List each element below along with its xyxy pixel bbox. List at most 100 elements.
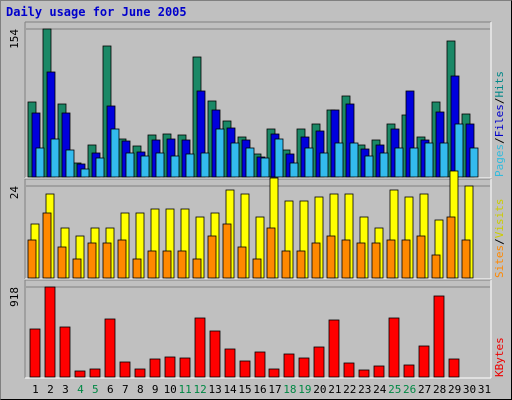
bar-pages-day-28 — [439, 142, 449, 178]
bar-pages-day-16 — [260, 157, 270, 178]
legend-item: Visits — [493, 199, 506, 239]
x-tick-label: 14 — [223, 383, 237, 396]
bar-sites-day-15 — [237, 246, 247, 279]
x-tick-label: 22 — [343, 383, 356, 396]
bar-kbytes-day-27 — [418, 345, 430, 378]
panel-kbytes: 918 KBytes — [8, 279, 506, 379]
x-tick-label: 9 — [152, 383, 159, 396]
x-tick-label: 15 — [238, 383, 251, 396]
x-tick-label: 19 — [298, 383, 311, 396]
bar-pages-day-4 — [80, 168, 90, 178]
x-tick-label: 31 — [478, 383, 491, 396]
x-tick-label: 17 — [268, 383, 281, 396]
bar-sites-day-30 — [461, 239, 471, 279]
bar-pages-day-30 — [469, 147, 479, 178]
bar-pages-day-25 — [394, 147, 404, 178]
bar-kbytes-day-16 — [254, 351, 266, 378]
panel-legend: Pages/Files/Hits — [493, 71, 506, 177]
bar-sites-day-8 — [132, 258, 142, 279]
bar-pages-day-27 — [424, 142, 434, 178]
bar-sites-day-3 — [57, 246, 67, 279]
bar-kbytes-day-26 — [403, 364, 415, 378]
bar-kbytes-day-15 — [239, 360, 251, 378]
bar-pages-day-10 — [170, 155, 180, 178]
bar-pages-day-2 — [50, 138, 60, 178]
bar-pages-day-29 — [454, 123, 464, 178]
bar-pages-day-21 — [334, 142, 344, 178]
bar-kbytes-day-9 — [149, 358, 161, 378]
bar-sites-day-21 — [326, 235, 336, 279]
bar-pages-day-17 — [274, 138, 284, 178]
bar-kbytes-day-4 — [74, 370, 86, 378]
bar-kbytes-day-12 — [194, 317, 206, 378]
bar-kbytes-day-3 — [59, 326, 71, 378]
x-tick-label: 21 — [328, 383, 341, 396]
bar-kbytes-day-14 — [224, 348, 236, 378]
bar-pages-day-19 — [304, 147, 314, 178]
bar-pages-day-24 — [379, 152, 389, 178]
panel-legend: KBytes — [493, 337, 506, 377]
bar-sites-day-13 — [207, 235, 217, 279]
bar-pages-day-22 — [349, 142, 359, 178]
legend-item: / — [493, 98, 506, 105]
x-tick-label: 4 — [77, 383, 84, 396]
bar-kbytes-day-1 — [29, 328, 41, 378]
bar-pages-day-8 — [140, 155, 150, 178]
x-tick-label: 23 — [358, 383, 371, 396]
bar-pages-day-6 — [110, 128, 120, 178]
bar-pages-day-9 — [155, 152, 165, 178]
legend-item: / — [493, 137, 506, 144]
legend-item: Sites — [493, 245, 506, 278]
bar-sites-day-19 — [296, 250, 306, 279]
bar-sites-day-14 — [222, 223, 232, 279]
bar-kbytes-day-2 — [44, 286, 56, 378]
bar-pages-day-3 — [65, 149, 75, 178]
bar-sites-day-26 — [401, 239, 411, 279]
x-tick-label: 6 — [107, 383, 114, 396]
bar-kbytes-day-24 — [373, 365, 385, 378]
bar-pages-day-7 — [125, 152, 135, 178]
bar-kbytes-day-17 — [268, 368, 280, 378]
x-tick-label: 28 — [433, 383, 446, 396]
bar-sites-day-29 — [446, 216, 456, 279]
bar-pages-day-15 — [245, 147, 255, 178]
bar-kbytes-day-5 — [89, 368, 101, 378]
x-tick-label: 1 — [32, 383, 39, 396]
bar-sites-day-2 — [42, 212, 52, 279]
bar-sites-day-11 — [177, 250, 187, 279]
x-tick-label: 18 — [283, 383, 296, 396]
y-max-label: 918 — [8, 287, 21, 307]
bar-sites-day-5 — [87, 242, 97, 279]
bar-pages-day-14 — [230, 142, 240, 178]
bar-sites-day-17 — [266, 227, 276, 279]
bar-sites-day-12 — [192, 258, 202, 279]
y-max-label: 24 — [8, 186, 21, 200]
x-tick-label: 8 — [137, 383, 144, 396]
bar-pages-day-1 — [35, 147, 45, 178]
bar-kbytes-day-28 — [433, 295, 445, 378]
x-tick-label: 30 — [463, 383, 476, 396]
bar-sites-day-18 — [281, 250, 291, 279]
bar-sites-day-28 — [431, 254, 441, 279]
bar-kbytes-day-29 — [448, 358, 460, 378]
bar-kbytes-day-10 — [164, 356, 176, 378]
bar-kbytes-day-6 — [104, 318, 116, 378]
bar-pages-day-12 — [200, 152, 210, 178]
bar-kbytes-day-23 — [358, 369, 370, 378]
x-tick-label: 27 — [418, 383, 431, 396]
bar-pages-day-11 — [185, 153, 195, 178]
bar-sites-day-9 — [147, 250, 157, 279]
bar-sites-day-23 — [356, 242, 366, 279]
x-tick-label: 13 — [208, 383, 221, 396]
x-tick-label: 16 — [253, 383, 266, 396]
bar-pages-day-13 — [215, 128, 225, 178]
bar-pages-day-18 — [289, 162, 299, 178]
legend-item: Hits — [493, 71, 506, 98]
legend-item: Pages — [493, 144, 506, 177]
chart-title: Daily usage for June 2005 — [6, 5, 187, 19]
bar-kbytes-day-8 — [134, 368, 146, 378]
bar-kbytes-day-11 — [179, 357, 191, 378]
bar-pages-day-26 — [409, 147, 419, 178]
